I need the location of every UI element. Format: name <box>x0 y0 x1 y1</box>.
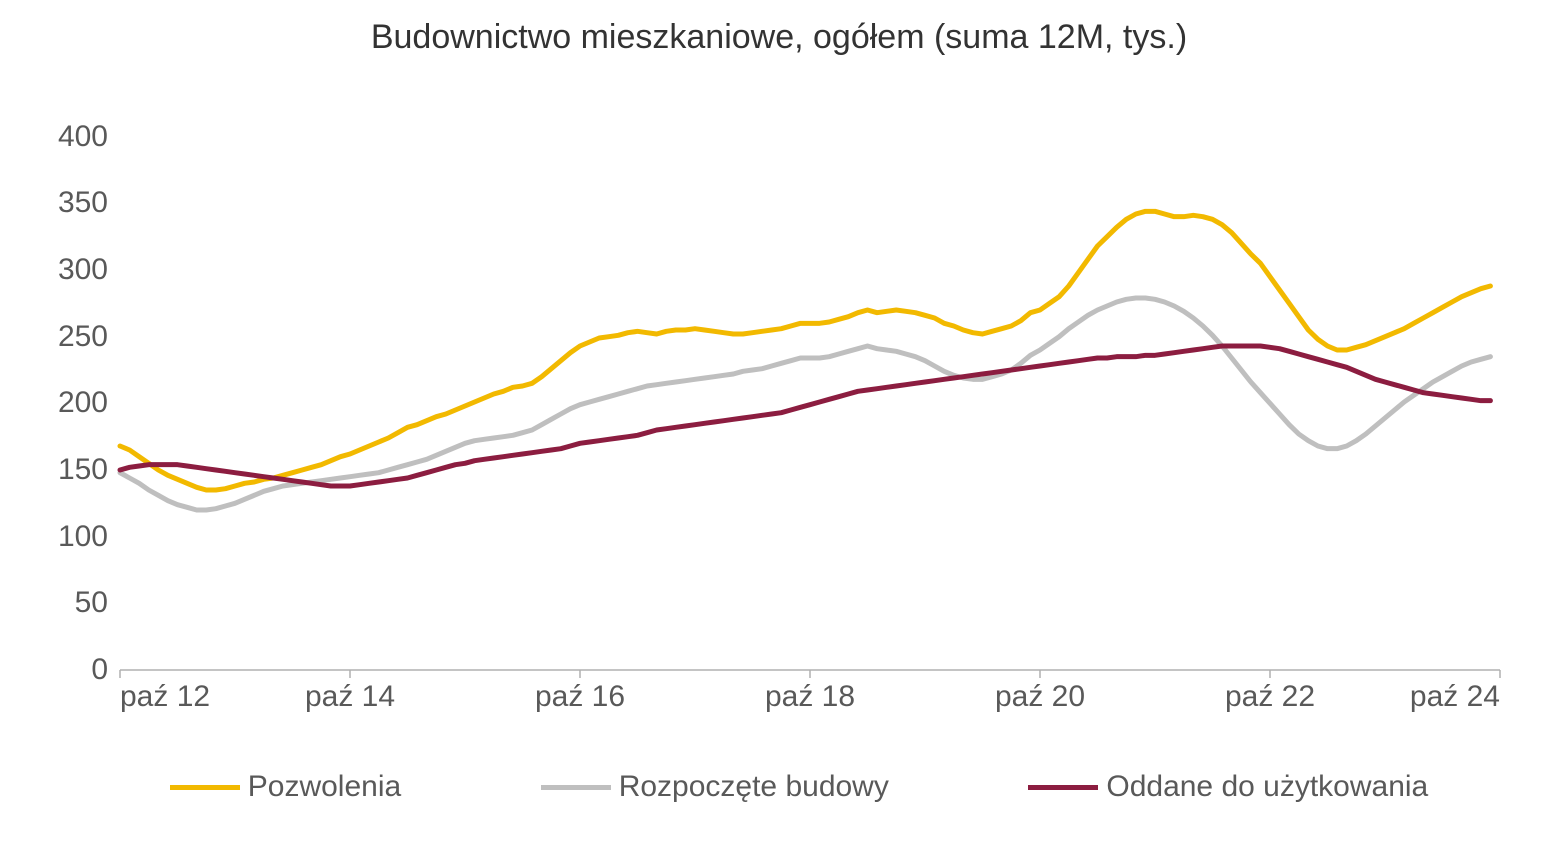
x-tick-label: paź 20 <box>995 680 1085 714</box>
legend-swatch-oddane <box>1028 785 1098 790</box>
y-tick-label: 150 <box>8 453 108 487</box>
y-tick-label: 250 <box>8 320 108 354</box>
y-tick-label: 200 <box>8 386 108 420</box>
legend-swatch-pozwolenia <box>170 785 240 790</box>
x-tick-label: paź 22 <box>1225 680 1315 714</box>
plot-svg <box>120 110 1500 670</box>
legend-label-pozwolenia: Pozwolenia <box>248 770 401 804</box>
legend-label-rozpoczete: Rozpoczęte budowy <box>619 770 889 804</box>
series-group <box>120 211 1490 510</box>
x-tick-label: paź 14 <box>305 680 395 714</box>
legend-item-pozwolenia: Pozwolenia <box>170 770 401 804</box>
legend-label-oddane: Oddane do użytkowania <box>1106 770 1428 804</box>
x-tick-label: paź 18 <box>765 680 855 714</box>
legend-item-oddane: Oddane do użytkowania <box>1028 770 1428 804</box>
x-axis <box>120 670 1500 678</box>
y-tick-label: 300 <box>8 253 108 287</box>
legend-swatch-rozpoczete <box>541 785 611 790</box>
x-tick-label: paź 16 <box>535 680 625 714</box>
x-tick-label: paź 24 <box>1410 680 1500 714</box>
y-tick-label: 0 <box>8 653 108 687</box>
legend: Pozwolenia Rozpoczęte budowy Oddane do u… <box>100 770 1498 804</box>
chart-container: Budownictwo mieszkaniowe, ogółem (suma 1… <box>0 0 1558 844</box>
y-tick-label: 50 <box>8 586 108 620</box>
plot-area <box>120 110 1500 670</box>
legend-item-rozpoczete: Rozpoczęte budowy <box>541 770 889 804</box>
x-tick-label: paź 12 <box>120 680 210 714</box>
y-tick-label: 100 <box>8 520 108 554</box>
chart-title: Budownictwo mieszkaniowe, ogółem (suma 1… <box>0 18 1558 57</box>
y-tick-label: 400 <box>8 120 108 154</box>
y-tick-label: 350 <box>8 186 108 220</box>
